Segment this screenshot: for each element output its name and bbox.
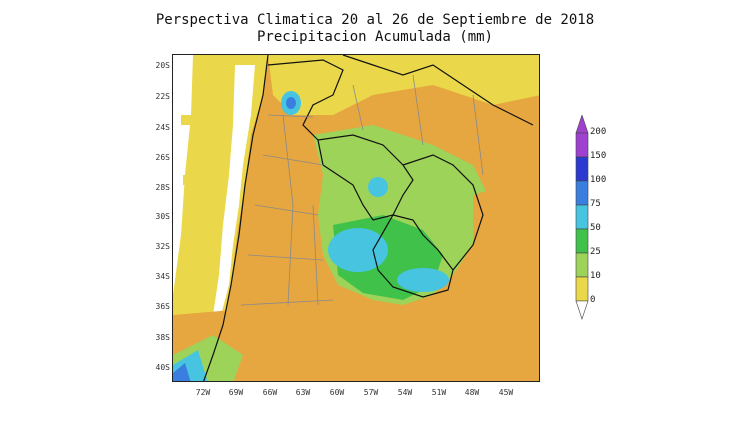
lat-label-36s: 36S bbox=[155, 302, 170, 311]
very-high-precip-core-2 bbox=[397, 268, 449, 292]
dry-land-south bbox=[173, 305, 539, 381]
colorbar-bottom-arrow bbox=[575, 300, 589, 320]
colorbar-segment bbox=[575, 204, 589, 230]
lon-label-45w: 45W bbox=[498, 388, 514, 397]
lat-label-22s: 22S bbox=[155, 92, 170, 101]
country-borders bbox=[203, 55, 534, 381]
andes-checker bbox=[181, 115, 213, 245]
lon-label-69w: 69W bbox=[228, 388, 244, 397]
colorbar-segment bbox=[575, 132, 589, 158]
lon-label-51w: 51W bbox=[431, 388, 447, 397]
lon-label-57w: 57W bbox=[363, 388, 379, 397]
extreme-precip-core-4 bbox=[286, 97, 296, 109]
colorbar-top-arrow bbox=[575, 115, 589, 134]
lat-label-40s: 40S bbox=[155, 363, 170, 372]
lon-label-66w: 66W bbox=[262, 388, 278, 397]
colorbar-label-200: 200 bbox=[590, 127, 607, 137]
lat-label-34s: 34S bbox=[155, 272, 170, 281]
map-subtitle: Precipitacion Acumulada (mm) bbox=[256, 29, 493, 45]
colorbar-label-50: 50 bbox=[590, 223, 601, 233]
colorbar-label-150: 150 bbox=[590, 151, 607, 161]
light-precip-north bbox=[268, 55, 539, 115]
very-high-precip-core-3 bbox=[368, 177, 388, 197]
lon-label-54w: 54W bbox=[397, 388, 413, 397]
colorbar bbox=[575, 115, 589, 320]
precipitation-map-svg bbox=[173, 55, 539, 381]
lon-label-60w: 60W bbox=[329, 388, 345, 397]
atlantic-ocean-east bbox=[453, 175, 539, 305]
lon-label-48w: 48W bbox=[464, 388, 480, 397]
lon-label-63w: 63W bbox=[295, 388, 311, 397]
province-borders bbox=[240, 74, 484, 306]
colorbar-segment bbox=[575, 228, 589, 254]
lat-label-32s: 32S bbox=[155, 242, 170, 251]
colorbar-label-100: 100 bbox=[590, 175, 607, 185]
lat-label-24s: 24S bbox=[155, 123, 170, 132]
colorbar-segments bbox=[575, 115, 589, 320]
colorbar-label-25: 25 bbox=[590, 247, 601, 257]
extreme-precip-sw bbox=[173, 363, 191, 381]
lon-label-72w: 72W bbox=[195, 388, 211, 397]
very-high-precip-core-1 bbox=[328, 228, 388, 272]
colorbar-segment bbox=[575, 180, 589, 206]
colorbar-label-75: 75 bbox=[590, 199, 601, 209]
colorbar-segment bbox=[575, 156, 589, 182]
colorbar-label-0: 0 bbox=[590, 295, 596, 305]
lat-label-30s: 30S bbox=[155, 212, 170, 221]
lat-label-20s: 20S bbox=[155, 61, 170, 70]
colorbar-segment bbox=[575, 276, 589, 302]
andes-white-zone bbox=[213, 65, 255, 315]
map-title: Perspectiva Climatica 20 al 26 de Septie… bbox=[155, 12, 595, 28]
lat-label-26s: 26S bbox=[155, 153, 170, 162]
colorbar-label-10: 10 bbox=[590, 271, 601, 281]
lat-label-28s: 28S bbox=[155, 183, 170, 192]
lat-label-38s: 38S bbox=[155, 333, 170, 342]
precipitation-map bbox=[172, 54, 540, 382]
colorbar-segment bbox=[575, 252, 589, 278]
